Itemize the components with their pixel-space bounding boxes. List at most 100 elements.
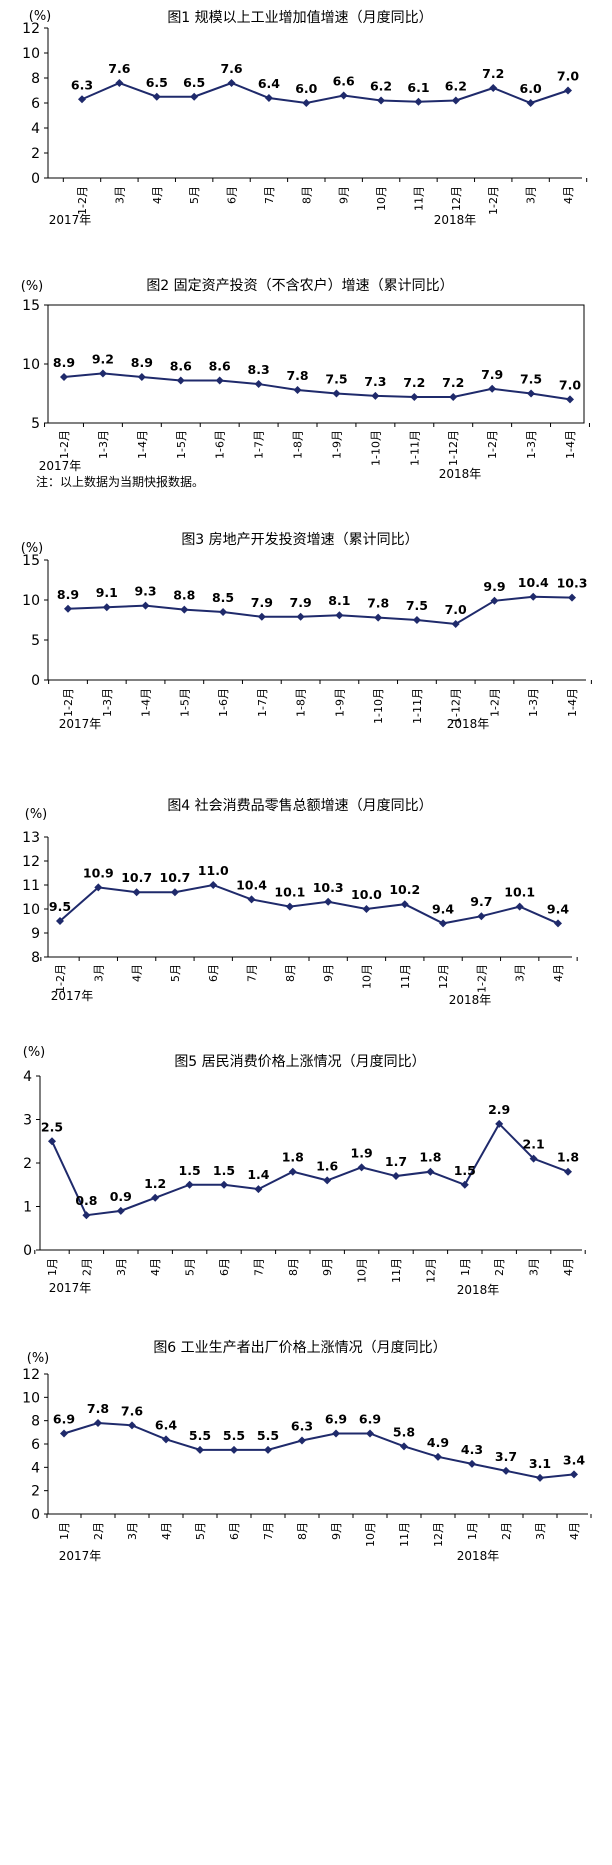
chart-title: 图2 固定资产投资（不含农户）增速（累计同比） [146,277,453,294]
data-label: 10.4 [236,877,267,892]
data-label: 7.9 [481,367,503,382]
x-tick-label: 10月 [375,186,388,211]
y-tick-label: 10 [22,593,40,609]
chart-note: 注：以上数据为当期快报数据。 [36,474,204,489]
data-point [374,613,383,622]
plot-frame [47,304,585,424]
data-point [98,369,107,378]
y-tick-label: 6 [31,96,40,112]
x-tick-label: 12月 [437,964,450,989]
x-tick-label: 8月 [300,186,313,204]
year-label-2017: 2017年 [49,1281,92,1295]
chart-5: 图5 居民消费价格上涨情况（月度同比） (%) 0 1 2 3 4 1月 2月 3月 4月 5月 6月 7… [23,1045,586,1297]
y-tick-label: 2 [31,1484,40,1500]
data-point [324,897,333,906]
data-point [323,1176,332,1185]
data-label: 9.2 [92,351,114,366]
data-point [392,1172,400,1181]
data-label: 1.8 [557,1150,579,1165]
x-tick-label: 6月 [218,1258,231,1276]
y-tick-label: 5 [31,416,40,432]
data-point [362,905,371,913]
x-tick-label: 12月 [424,1258,437,1283]
y-tick-label: 11 [22,878,40,894]
data-point [570,1470,578,1479]
data-label: 9.5 [49,899,71,914]
data-label: 8.9 [57,587,79,602]
data-label: 9.7 [470,894,492,909]
data-point [335,611,344,620]
year-label-2018: 2018年 [434,213,477,227]
data-point [162,1435,170,1444]
x-tick-label: 9月 [330,1522,343,1540]
x-tick-label: 4月 [160,1522,173,1540]
data-label: 7.6 [220,61,242,76]
x-tick-label: 7月 [252,1258,265,1276]
data-label: 8.9 [131,355,153,370]
data-label: 8.6 [209,359,231,374]
data-label: 10.3 [557,576,588,591]
data-label: 1.2 [144,1176,166,1191]
data-label: 7.8 [367,596,389,611]
year-label-2017: 2017年 [59,1549,102,1563]
x-tick-label: 4月 [562,1258,575,1276]
data-point [132,888,141,897]
data-label: 6.3 [71,77,93,92]
data-point [293,385,302,394]
x-tick-label: 7月 [262,1522,275,1540]
data-label: 1.5 [213,1163,235,1178]
y-tick-label: 4 [23,1069,32,1085]
year-label-2017: 2017年 [49,213,92,227]
data-point [170,888,179,897]
data-label: 8.9 [53,355,75,370]
y-tick-label: 10 [22,46,40,62]
data-point [190,92,199,101]
data-point [529,1154,538,1163]
y-tick-label: 4 [31,121,40,137]
data-label: 7.8 [87,1401,109,1416]
x-tick-label: 1-4月 [140,688,153,717]
data-point [502,1466,510,1475]
data-label: 1.6 [316,1158,338,1173]
x-tick-label: 4月 [149,1258,162,1276]
data-point [302,99,311,107]
data-point [568,593,576,602]
y-unit-label: (%) [25,807,48,822]
data-point [451,96,460,105]
data-point [48,1137,56,1146]
year-label-2018: 2018年 [447,717,490,731]
data-point [94,1419,102,1427]
data-label: 6.9 [53,1412,75,1427]
x-tick-label: 1-2月 [488,688,501,717]
data-label: 10.0 [351,887,382,902]
x-tick-label: 1-11月 [411,688,424,724]
x-tick-label: 11月 [398,1522,411,1547]
series-line [51,1122,569,1217]
y-tick-label: 12 [22,1367,40,1383]
chart-title: 图4 社会消费品零售总额增速（月度同比） [167,798,432,814]
data-point [564,86,572,95]
y-tick-label: 3 [23,1113,32,1129]
data-label: 7.9 [290,595,312,610]
data-label: 10.2 [389,882,420,897]
x-tick-label: 8月 [284,964,297,982]
y-unit-label: (%) [21,279,44,294]
x-tick-label: 1月 [46,1258,59,1276]
data-point [566,395,574,404]
x-tick-label: 12月 [450,186,463,211]
data-point [254,380,263,389]
data-label: 8.3 [248,362,270,377]
data-label: 9.1 [96,585,118,600]
data-label: 6.1 [407,80,429,95]
data-point [288,1167,297,1176]
data-label: 1.8 [419,1150,441,1165]
x-tick-label: 11月 [399,964,412,989]
data-point [264,94,273,102]
x-tick-label: 9月 [322,964,335,982]
x-tick-label: 10月 [364,1522,377,1547]
data-label: 1.9 [351,1145,373,1160]
x-tick-label: 11月 [412,186,425,211]
data-label: 0.8 [75,1193,97,1208]
x-tick-label: 3月 [528,1258,541,1276]
data-point [366,1429,374,1438]
